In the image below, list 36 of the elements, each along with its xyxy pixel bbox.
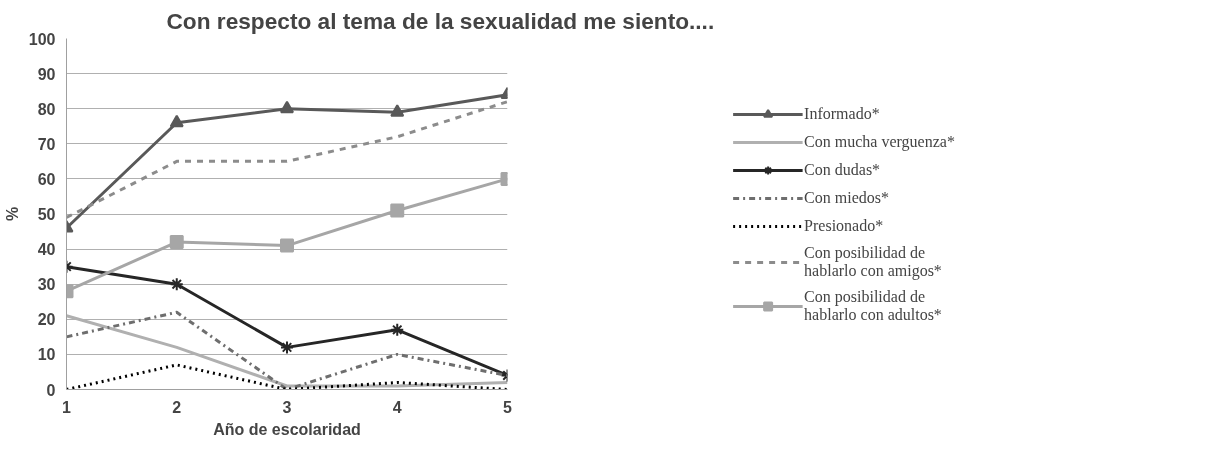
point [169,235,184,250]
y-axis-title: % [3,206,21,222]
point [280,340,294,355]
y-tick-label: 20 [37,311,56,329]
x-tick-label: 3 [282,398,292,416]
legend-label: Presionado* [804,216,884,235]
point [390,203,405,218]
y-tick-label: 30 [37,276,56,294]
legend-label: Con mucha verguenza* [804,132,955,151]
x-tick-label: 5 [503,398,513,416]
point [169,277,184,292]
y-tick-label: 60 [37,170,56,188]
line-series [66,100,508,220]
x-tick-label: 1 [62,398,72,416]
legend-label: Con dudas* [804,160,881,179]
x-tick-label: 2 [172,398,182,416]
y-tick-label: 10 [37,346,56,364]
chart-title: Con respecto al tema de la sexualidad me siento.... [166,7,715,34]
point [390,104,405,117]
point [280,100,294,114]
y-tick-label: 80 [37,100,56,118]
legend-label: Con miedos* [804,188,890,207]
legend-label: Con posibilidad de hablarlo con adultos* [804,287,942,324]
legend-label: Con posibilidad de hablarlo con amigos* [804,243,942,280]
y-tick-label: 50 [37,206,56,223]
x-tick-label: 4 [392,398,402,416]
y-tick-label: 40 [37,241,56,259]
y-tick-label: 70 [37,135,56,153]
y-tick-label: 100 [28,30,56,48]
point [390,322,405,337]
legend-label: Informado* [804,104,880,123]
y-tick-label: 0 [46,381,56,399]
x-axis-title: Año de escolaridad [213,420,361,438]
point [280,238,294,253]
y-tick-label: 90 [37,65,56,83]
point [169,114,184,128]
